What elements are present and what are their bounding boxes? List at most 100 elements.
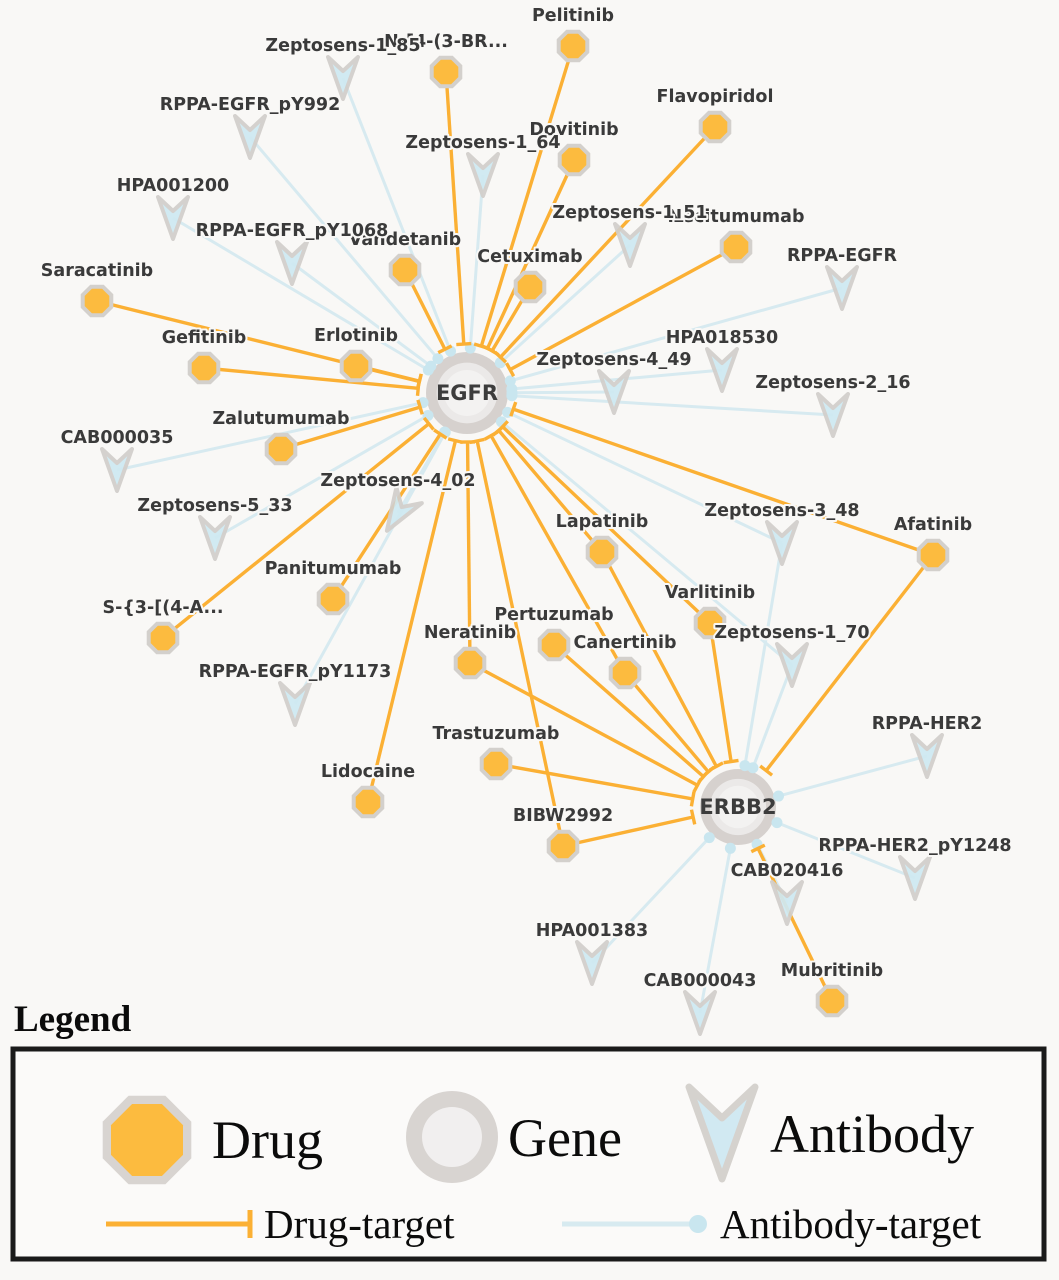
- node-label-dovitinib: Dovitinib: [529, 120, 618, 140]
- antibody-node-hpa001383[interactable]: [575, 940, 609, 986]
- drug-edge-tee-vandetanib-EGFR: [437, 344, 453, 355]
- drug-node-saracatinib[interactable]: [80, 284, 114, 318]
- drug-node-afatinib[interactable]: [916, 538, 950, 572]
- antibody-node-zeptosens_4_49[interactable]: [597, 369, 631, 415]
- drug-node-mubritinib[interactable]: [815, 984, 849, 1018]
- node-label-zeptosens_4_49: Zeptosens-4_49: [536, 350, 691, 370]
- drug-node-vandetanib[interactable]: [388, 253, 422, 287]
- drug-node-flavopiridol[interactable]: [698, 110, 732, 144]
- antibody-chevron-icon-cab000043: [683, 990, 717, 1036]
- node-label-rppa_egfr_py1173: RPPA-EGFR_pY1173: [199, 662, 392, 682]
- node-label-rppa_egfr_py992: RPPA-EGFR_pY992: [160, 95, 341, 115]
- antibody-node-rppa_her2_py1248[interactable]: [898, 855, 932, 901]
- drug-edge-tee-varlitinib-ERBB2: [723, 758, 739, 765]
- drug-node-trastuzumab[interactable]: [479, 747, 513, 781]
- drug-node-bibw2992[interactable]: [546, 829, 580, 863]
- drug-node-zalutumumab[interactable]: [264, 432, 298, 466]
- drug-node-erlotinib[interactable]: [339, 349, 373, 383]
- drug-node-pertuzumab[interactable]: [537, 628, 571, 662]
- antibody-edge-dot-zeptosens_1_70-ERBB2: [747, 762, 759, 774]
- drug-node-varlitinib[interactable]: [693, 606, 727, 640]
- antibody-target-edge-zeptosens_1_85-EGFR: [341, 77, 452, 352]
- drug-node-lidocaine[interactable]: [351, 785, 385, 819]
- antibody-chevron-icon-hpa001383: [575, 940, 609, 986]
- antibody-edge-dot-rppa_her2-ERBB2: [773, 790, 785, 802]
- antibody-chevron-icon-cab020416: [770, 880, 804, 926]
- antibody-swatch-icon: [685, 1083, 759, 1183]
- drug-node-lapatinib[interactable]: [585, 535, 619, 569]
- antibody-node-zeptosens_1_64[interactable]: [466, 152, 500, 198]
- antibody-chevron-icon-cab000035: [100, 447, 134, 493]
- drug-edge-tee-afatinib-EGFR: [509, 401, 518, 417]
- drug-edge-tee-afatinib-ERBB2: [759, 764, 774, 777]
- drug-target-edge-lidocaine-EGFR: [366, 440, 458, 803]
- drug-node-neratinib[interactable]: [453, 646, 487, 680]
- node-label-pelitinib: Pelitinib: [532, 6, 614, 26]
- antibody-node-rppa_her2[interactable]: [910, 733, 944, 779]
- antibody-target-edge-hpa001200-EGFR: [172, 216, 430, 372]
- drug-node-s3_4a[interactable]: [146, 621, 180, 655]
- antibody-edge-dot-cab000043-ERBB2: [724, 842, 736, 854]
- legend-drug-edge-label: Drug-target: [264, 1201, 455, 1247]
- drug-node-dovitinib[interactable]: [557, 143, 591, 177]
- antibody-node-rppa_egfr_py992[interactable]: [233, 114, 267, 160]
- antibody-target-edge-hpa001383-ERBB2: [590, 836, 711, 965]
- antibody-target-edge-rppa_egfr_py1173-EGFR: [293, 431, 447, 705]
- drug-node-gefitinib[interactable]: [187, 351, 221, 385]
- antibody-node-zeptosens_4_02[interactable]: [374, 485, 424, 539]
- antibody-edges-layer: [116, 77, 928, 1014]
- drug-target-edge-s3_4a-EGFR: [161, 422, 430, 640]
- drug-node-canertinib[interactable]: [608, 656, 642, 690]
- node-label-pertuzumab: Pertuzumab: [494, 605, 613, 625]
- drug-target-edge-panitumumab-EGFR: [331, 433, 442, 600]
- antibody-target-edge-zeptosens_1_64-EGFR: [468, 174, 485, 349]
- antibody-node-cab000035[interactable]: [100, 447, 134, 493]
- node-label-zeptosens_1_85: Zeptosens-1_85: [265, 36, 420, 56]
- drug-node-panitumumab[interactable]: [316, 582, 350, 616]
- node-label-s3_4a: S-{3-[(4-A...: [102, 598, 223, 618]
- drug-target-edge-afatinib-EGFR: [512, 407, 934, 557]
- node-label-zeptosens_4_02: Zeptosens-4_02: [320, 471, 475, 491]
- node-label-hpa018530: HPA018530: [666, 328, 778, 348]
- antibody-node-zeptosens_1_85[interactable]: [326, 55, 360, 101]
- drug-target-edge-zalutumumab-EGFR: [280, 405, 421, 451]
- antibody-node-zeptosens_3_48[interactable]: [765, 520, 799, 566]
- gene-swatch-icon: [422, 1107, 482, 1167]
- antibody-node-hpa001200[interactable]: [156, 195, 190, 241]
- antibody-node-zeptosens_1_70[interactable]: [775, 642, 809, 688]
- drug-target-edge-n4_3br-EGFR: [444, 71, 466, 345]
- drug-edge-tee-cetuximab-EGFR: [484, 345, 500, 357]
- node-label-bibw2992: BIBW2992: [513, 806, 613, 826]
- drug-target-edge-neratinib-ERBB2: [469, 661, 699, 787]
- antibody-target-edge-rppa_egfr-EGFR: [509, 286, 843, 383]
- drug-node-cetuximab[interactable]: [513, 270, 547, 304]
- drug-target-edge-bibw2992-EGFR: [475, 440, 565, 847]
- drug-node-pelitinib[interactable]: [556, 29, 590, 63]
- antibody-node-rppa_egfr_py1068[interactable]: [275, 240, 309, 286]
- antibody-node-cab020416[interactable]: [770, 880, 804, 926]
- antibody-node-zeptosens_5_33[interactable]: [198, 515, 232, 561]
- drug-swatch-icon: [111, 1104, 183, 1176]
- antibody-node-cab000043[interactable]: [683, 990, 717, 1036]
- node-label-trastuzumab: Trastuzumab: [433, 724, 560, 744]
- antibody-node-rppa_egfr_py1173[interactable]: [278, 681, 312, 727]
- drug-target-edge-trastuzumab-ERBB2: [495, 762, 694, 801]
- antibody-chevron-icon-rppa_egfr_py992: [233, 114, 267, 160]
- antibody-chevron-icon-zeptosens_3_48: [765, 520, 799, 566]
- antibody-chevron-icon-zeptosens_1_51: [613, 222, 647, 268]
- drug-edges-layer: [96, 45, 935, 1002]
- node-label-zeptosens_2_16: Zeptosens-2_16: [755, 373, 910, 393]
- node-label-cab020416: CAB020416: [731, 861, 844, 881]
- antibody-node-zeptosens_1_51[interactable]: [613, 222, 647, 268]
- drug-edge-tee-s3_4a-EGFR: [422, 416, 435, 431]
- drug-node-necitumumab[interactable]: [719, 230, 753, 264]
- legend-antibody-label: Antibody: [770, 1104, 974, 1164]
- drug-node-n4_3br[interactable]: [429, 55, 463, 89]
- drug-target-edge-varlitinib-EGFR: [501, 425, 712, 625]
- antibody-node-zeptosens_2_16[interactable]: [816, 392, 850, 438]
- node-label-saracatinib: Saracatinib: [41, 261, 153, 281]
- antibody-node-hpa018530[interactable]: [705, 347, 739, 393]
- antibody-node-rppa_egfr[interactable]: [825, 265, 859, 311]
